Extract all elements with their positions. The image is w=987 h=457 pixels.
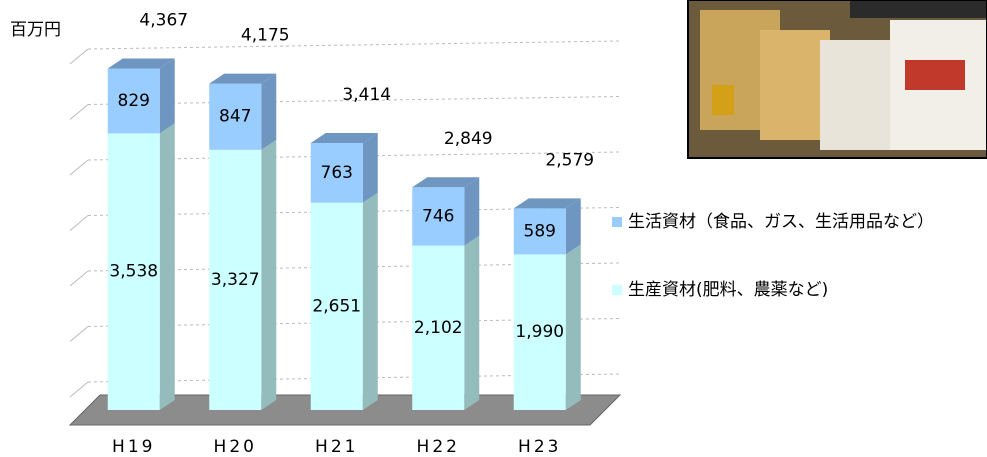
bar: [310, 143, 363, 203]
total-label: 4,367: [139, 11, 188, 31]
data-label: 847: [219, 107, 251, 127]
grid-line: [87, 96, 621, 105]
bar-top: [310, 133, 378, 144]
axis-tick: [69, 159, 89, 176]
axis-tick: [69, 215, 89, 231]
bar-side: [159, 58, 175, 134]
axis-tick: [69, 48, 89, 65]
bar: [412, 245, 465, 410]
data-label: 3,327: [211, 270, 260, 290]
data-label: 829: [118, 91, 150, 111]
bar: [107, 68, 160, 134]
legend-swatch: [612, 285, 622, 295]
data-label: 746: [422, 206, 454, 226]
photo: [687, 0, 987, 159]
bar-top: [513, 198, 581, 209]
bar-side: [565, 198, 581, 255]
data-label: 2,102: [414, 318, 463, 338]
total-label: 2,579: [545, 150, 594, 170]
axis-tick: [69, 381, 89, 398]
total-label: 2,849: [444, 129, 493, 149]
bar: [107, 133, 160, 410]
bar-side: [464, 177, 480, 246]
axis-tick: [69, 270, 89, 287]
bar-side: [159, 123, 175, 410]
bar-top: [107, 58, 175, 69]
bar-side: [464, 235, 480, 410]
legend-label: 生産資材(肥料、農薬など): [628, 280, 828, 300]
data-label: 3,538: [109, 262, 158, 282]
bar: [513, 254, 566, 410]
data-label: 589: [524, 221, 556, 241]
data-label: 1,990: [515, 322, 564, 342]
bar-top: [412, 177, 480, 188]
bar-side: [362, 133, 378, 203]
bar: [412, 187, 465, 246]
x-tick-label: H19: [112, 437, 155, 457]
legend-label: 生活資材（食品、ガス、生活用品など）: [628, 212, 934, 232]
bar-side: [261, 139, 277, 410]
x-tick-label: H20: [214, 437, 257, 457]
x-tick-label: H23: [518, 437, 561, 457]
bar-side: [565, 244, 581, 410]
bar-side: [362, 192, 378, 410]
legend-swatch: [612, 217, 622, 227]
bar: [310, 202, 363, 410]
bar-side: [261, 73, 277, 150]
bar: [209, 83, 262, 150]
x-tick-label: H22: [417, 437, 460, 457]
x-tick-label: H21: [315, 437, 358, 457]
bar: [209, 149, 262, 410]
bar-top: [209, 73, 277, 84]
axis-tick: [69, 326, 89, 342]
total-label: 4,175: [241, 26, 290, 46]
data-label: 2,651: [312, 296, 361, 316]
grid-line: [87, 40, 621, 50]
total-label: 3,414: [342, 85, 391, 105]
axis-tick: [69, 104, 89, 120]
unit-label: 百万円: [10, 20, 61, 40]
data-label: 763: [321, 163, 353, 183]
bar: [513, 208, 566, 255]
